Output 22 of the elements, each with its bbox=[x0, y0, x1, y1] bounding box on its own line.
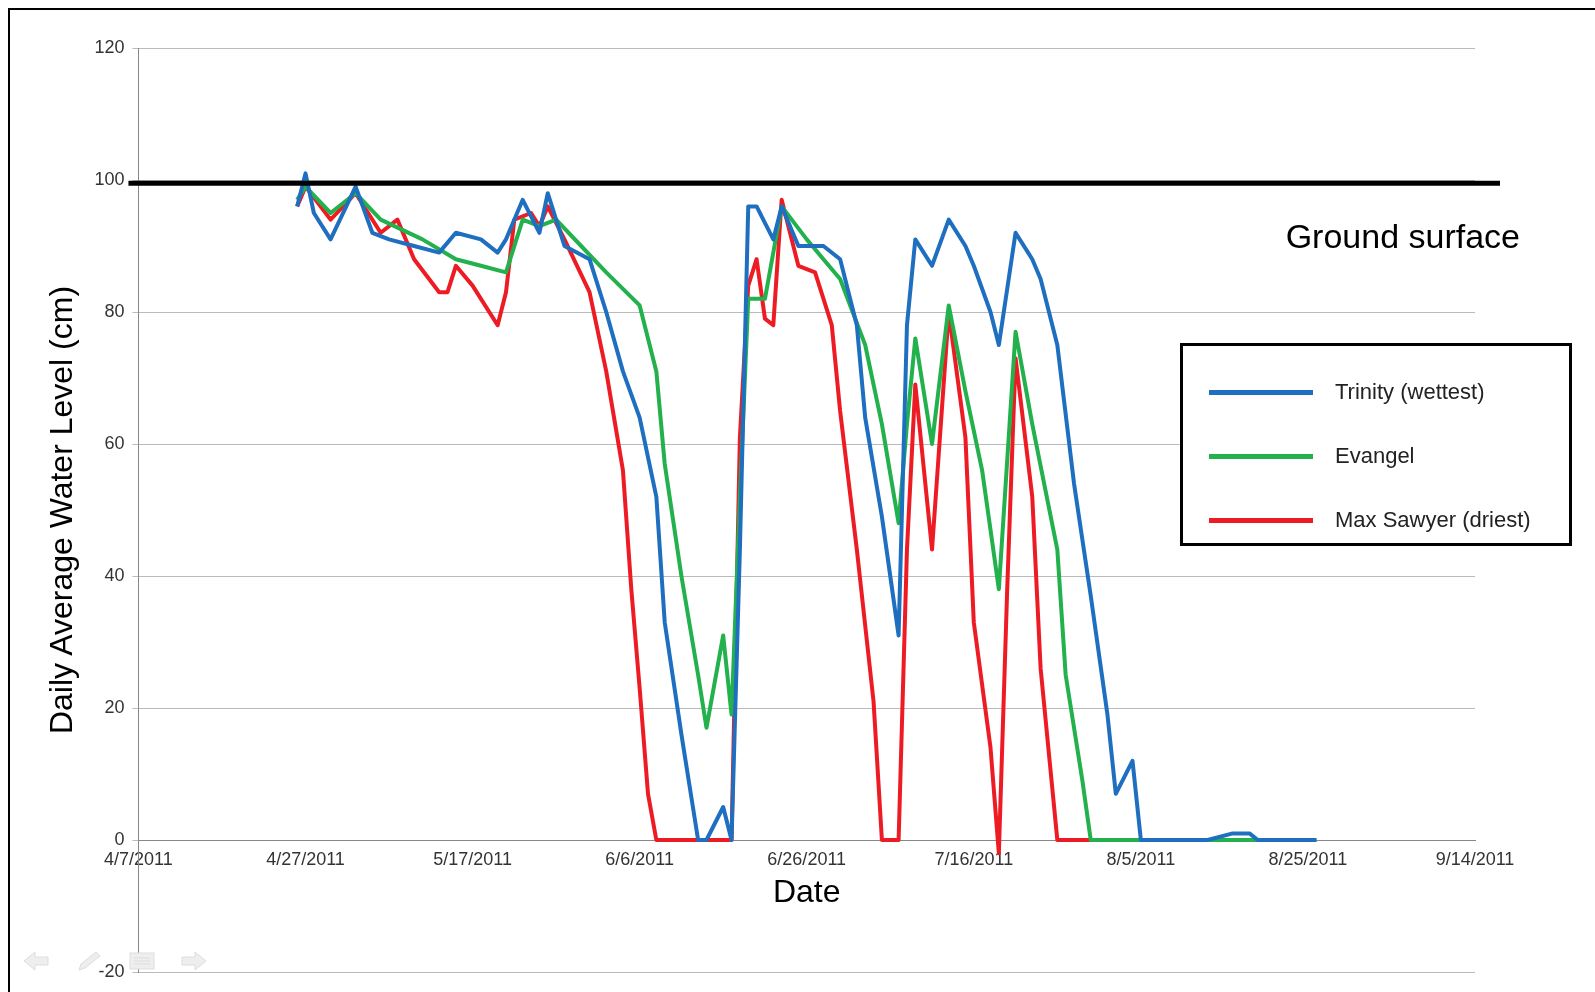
y-tick-label: -20 bbox=[98, 960, 125, 981]
y-tick-label: 80 bbox=[104, 300, 125, 321]
x-axis-title: Date bbox=[772, 872, 841, 909]
legend-label: Evangel bbox=[1335, 443, 1415, 469]
x-tick-label: 9/14/2011 bbox=[1435, 848, 1515, 869]
y-tick-label: 60 bbox=[104, 432, 125, 453]
y-tick-label: 100 bbox=[94, 168, 125, 189]
x-tick-label: 4/27/2011 bbox=[266, 848, 345, 869]
ref-line-label: Ground surface bbox=[1285, 216, 1520, 255]
x-tick-label: 5/17/2011 bbox=[433, 848, 512, 869]
y-tick-label: 120 bbox=[94, 36, 125, 57]
y-tick-label: 20 bbox=[104, 696, 125, 717]
x-tick-label: 7/16/2011 bbox=[934, 848, 1014, 869]
x-tick-label: 8/25/2011 bbox=[1268, 848, 1348, 869]
x-tick-label: 8/5/2011 bbox=[1106, 848, 1176, 869]
y-axis-title: Daily Average Water Level (cm) bbox=[43, 285, 80, 735]
y-tick-label: 40 bbox=[104, 564, 125, 585]
y-tick-label: 0 bbox=[114, 828, 125, 849]
x-tick-label: 6/26/2011 bbox=[767, 848, 847, 869]
x-tick-label: 6/6/2011 bbox=[605, 848, 675, 869]
legend-label: Max Sawyer (driest) bbox=[1335, 507, 1531, 533]
legend-label: Trinity (wettest) bbox=[1335, 379, 1485, 405]
